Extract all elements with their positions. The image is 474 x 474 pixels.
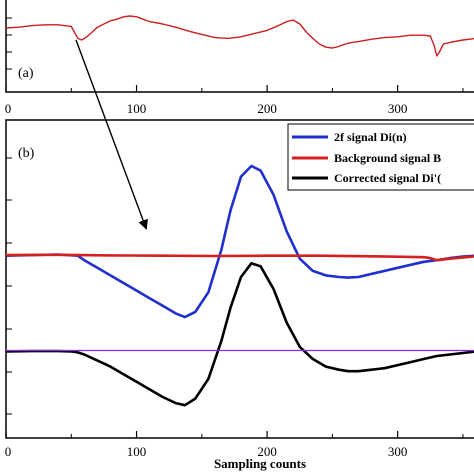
panel-b-ticks [5,157,464,438]
x-tick-label-b-2: 200 [257,444,277,459]
legend-label-corrected: Corrected signal Di'( [334,171,441,185]
legend: 2f signal Di(n) Background signal B Corr… [287,123,474,191]
panel-a-frame [5,0,474,93]
panel-a-series [5,15,474,57]
x-tick-label-b-3: 300 [388,444,408,459]
x-tick-label-a-2: 200 [257,101,277,116]
x-tick-label-a-3: 300 [388,101,408,116]
series-line-b-1 [5,253,474,262]
series-line-b-0 [5,164,474,319]
series-line-a-0 [5,15,474,57]
panel-b-frame [5,119,474,439]
x-tick-label-b-0: 0 [5,444,12,459]
panel-a-label: (a) [18,66,34,81]
x-tick-label-a-0: 0 [5,101,12,116]
panel-a-tick-labels: 0 100 200 300 [5,101,408,116]
x-tick-label-a-1: 100 [127,101,147,116]
x-axis-title: Sampling counts [214,456,306,471]
legend-label-background: Background signal B [334,151,441,165]
annotation-arrow [75,39,148,230]
legend-label-2f: 2f signal Di(n) [334,130,407,144]
panel-b-series [5,164,474,407]
panel-b-tick-labels: 0 100 200 300 [5,444,408,459]
series-line-b-2 [5,261,474,407]
x-tick-label-b-1: 100 [127,444,147,459]
panel-a-ticks [5,17,464,92]
panel-b-label: (b) [18,146,35,161]
